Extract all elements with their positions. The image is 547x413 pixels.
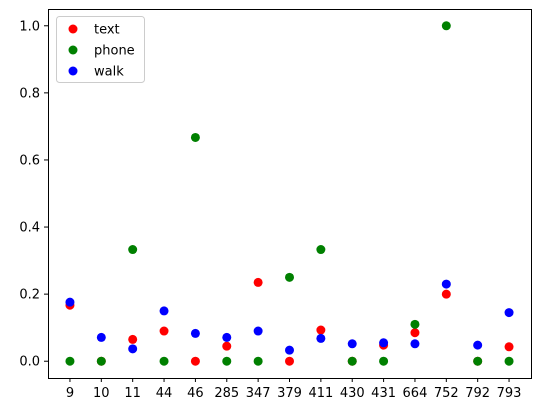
point-walk-10 bbox=[96, 332, 106, 342]
point-text-46 bbox=[190, 356, 200, 366]
x-tick-label: 10 bbox=[93, 386, 110, 401]
point-phone-9 bbox=[65, 356, 75, 366]
legend-marker-text bbox=[68, 24, 78, 34]
point-walk-9 bbox=[65, 297, 75, 307]
x-tick-label: 752 bbox=[434, 386, 459, 401]
x-tick-label: 9 bbox=[66, 386, 74, 401]
point-phone-379 bbox=[285, 272, 294, 282]
point-walk-347 bbox=[253, 326, 263, 336]
x-tick-label: 46 bbox=[187, 386, 204, 401]
point-walk-44 bbox=[159, 306, 169, 316]
point-walk-793 bbox=[504, 308, 514, 318]
legend-marker-walk bbox=[68, 66, 78, 76]
point-phone-793 bbox=[504, 356, 514, 366]
x-tick-label: 430 bbox=[340, 386, 365, 401]
y-tick-label: 1.0 bbox=[19, 19, 40, 34]
plot-frame bbox=[48, 9, 532, 379]
x-tick-label: 44 bbox=[156, 386, 173, 401]
legend-label-phone: phone bbox=[94, 44, 135, 59]
point-phone-347 bbox=[253, 356, 263, 366]
y-axis: 0.0 0.2 0.4 0.6 0.8 1.0 bbox=[19, 19, 49, 370]
point-phone-411 bbox=[316, 245, 326, 255]
point-walk-792 bbox=[473, 340, 483, 350]
point-phone-430 bbox=[347, 356, 357, 366]
point-phone-431 bbox=[379, 356, 389, 366]
legend-label-walk: walk bbox=[94, 65, 124, 80]
x-tick-label: 379 bbox=[277, 386, 302, 401]
x-tick-label: 664 bbox=[403, 386, 428, 401]
x-tick-label: 793 bbox=[497, 386, 522, 401]
point-walk-46 bbox=[190, 328, 200, 338]
point-phone-10 bbox=[96, 356, 106, 366]
point-walk-752 bbox=[441, 279, 451, 289]
point-phone-11 bbox=[128, 245, 138, 255]
legend-marker-phone bbox=[68, 45, 78, 55]
point-text-285 bbox=[222, 341, 232, 351]
legend-box bbox=[56, 16, 145, 83]
point-phone-792 bbox=[473, 356, 483, 366]
point-text-793 bbox=[504, 342, 514, 352]
point-walk-431 bbox=[379, 338, 389, 348]
x-tick-label: 11 bbox=[124, 386, 141, 401]
y-tick-label: 0.6 bbox=[19, 153, 40, 168]
point-phone-44 bbox=[159, 356, 169, 366]
y-tick-label: 0.8 bbox=[19, 86, 40, 101]
point-walk-664 bbox=[410, 339, 420, 349]
point-text-664 bbox=[410, 328, 420, 338]
point-walk-430 bbox=[347, 339, 357, 349]
point-walk-285 bbox=[222, 332, 232, 342]
point-text-44 bbox=[159, 326, 169, 336]
point-walk-11 bbox=[128, 344, 138, 354]
x-axis: 9 10 11 44 46 285 347 379 411 430 431 664 752 792 793 bbox=[66, 378, 522, 401]
y-tick-label: 0.0 bbox=[19, 355, 40, 370]
x-tick-label: 285 bbox=[214, 386, 239, 401]
x-tick-label: 347 bbox=[246, 386, 271, 401]
point-phone-664 bbox=[410, 319, 420, 329]
point-text-379 bbox=[285, 356, 294, 366]
legend-label-text: text bbox=[94, 23, 120, 38]
point-text-11 bbox=[128, 334, 138, 344]
point-phone-752 bbox=[441, 21, 451, 31]
point-phone-285 bbox=[222, 356, 232, 366]
legend: text phone walk bbox=[56, 16, 145, 83]
y-tick-label: 0.2 bbox=[19, 288, 40, 303]
point-text-752 bbox=[441, 289, 451, 299]
point-text-411 bbox=[316, 325, 326, 335]
y-tick-label: 0.4 bbox=[19, 221, 40, 236]
point-phone-46 bbox=[190, 132, 200, 142]
point-walk-379 bbox=[285, 345, 294, 355]
point-walk-411 bbox=[316, 333, 326, 343]
x-tick-label: 411 bbox=[308, 386, 333, 401]
x-tick-label: 431 bbox=[371, 386, 396, 401]
data-points bbox=[65, 21, 514, 366]
point-text-347 bbox=[253, 277, 263, 287]
x-tick-label: 792 bbox=[465, 386, 490, 401]
